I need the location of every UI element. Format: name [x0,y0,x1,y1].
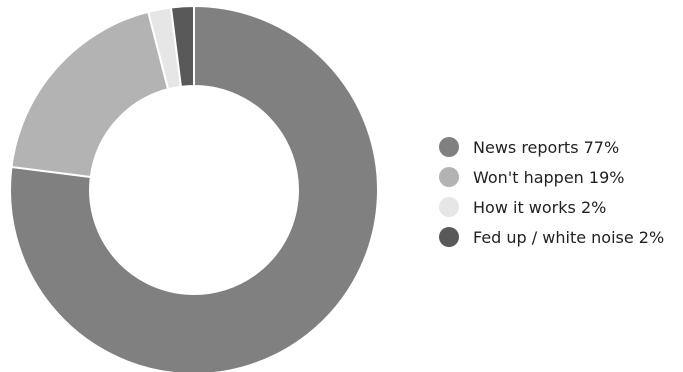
legend-label: Won't happen 19% [473,168,624,187]
legend-label: News reports 77% [473,138,619,157]
legend-swatch [439,197,459,217]
slice-won-t-happen [10,10,170,179]
legend-label: How it works 2% [473,198,606,217]
legend: News reports 77% Won't happen 19% How it w… [439,137,664,247]
legend-swatch [439,167,459,187]
slice-fed-up-white-noise [169,4,195,88]
legend-swatch [439,227,459,247]
slice-news-reports [9,4,379,372]
legend-swatch [439,137,459,157]
legend-label: Fed up / white noise 2% [473,228,664,247]
donut-slices [9,4,379,372]
